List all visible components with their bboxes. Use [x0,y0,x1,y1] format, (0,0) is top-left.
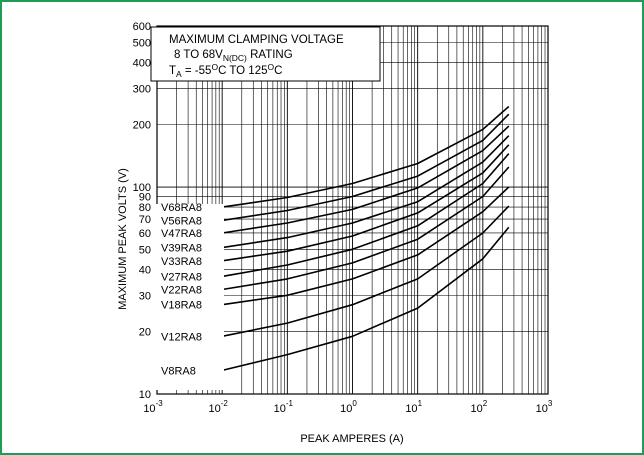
x-tick-label: 10-2 [208,399,228,415]
series-label-v27ra8: V27RA8 [161,271,202,283]
annotation-degree-2: O [268,62,275,72]
series-curve-v68ra8 [222,105,510,208]
x-tick-label: 102 [470,399,487,415]
x-tick-label: 100 [340,399,357,415]
x-tick-label: 103 [536,399,553,415]
series-curve-v56ra8 [222,113,510,222]
y-tick-label: 500 [133,37,151,49]
y-tick-label: 600 [133,21,151,33]
series-curve-v8ra8 [222,226,510,372]
series-curve-v27ra8 [222,153,510,278]
series-curve-v47ra8 [222,125,510,234]
series-curve-v39ra8 [222,135,510,249]
series-label-box [151,204,224,390]
x-tick-label: 10-1 [274,399,294,415]
annotation-line-2-prefix: 8 TO 68V [174,49,223,61]
annotation-line-3: TA = -55OC TO 125OC [169,62,282,79]
x-tick-label: 101 [405,399,422,415]
series-curve-v22ra8 [222,166,510,291]
y-tick-label: 70 [139,214,151,226]
annotation-temp-low: = -55 [182,65,212,77]
y-tick-label: 90 [139,192,151,204]
y-tick-label: 100 [133,182,151,194]
annotation-box [150,26,381,82]
y-tick-label: 60 [139,228,151,240]
series-label-v33ra8: V33RA8 [161,256,202,268]
series-label-v56ra8: V56RA8 [161,215,202,227]
y-tick-label: 40 [139,264,151,276]
series-curve-v12ra8 [222,205,510,338]
curves [222,105,510,372]
annotation-line-1: MAXIMUM CLAMPING VOLTAGE [169,34,344,46]
series-label-v68ra8: V68RA8 [161,202,202,214]
series-label-v22ra8: V22RA8 [161,284,202,296]
y-tick-label: 10 [139,389,151,401]
y-tick-label: 20 [139,327,151,339]
annotation-degree-1: O [211,62,218,72]
y-axis-label: MAXIMUM PEAK VOLTS (V) [117,168,129,310]
series-label-v18ra8: V18RA8 [161,300,202,312]
series-label-v12ra8: V12RA8 [161,331,202,343]
series-curve-v33ra8 [222,144,510,262]
series-curve-v18ra8 [222,186,510,306]
series-label-v47ra8: V47RA8 [161,228,202,240]
y-tick-label: 300 [133,83,151,95]
annotation-T-sub: A [176,69,182,79]
y-tick-label: 30 [139,290,151,302]
series-label-v8ra8: V8RA8 [161,365,196,377]
y-tick-label: 200 [133,120,151,132]
y-tick-label: 50 [139,244,151,256]
annotation-line-2-sub: N(DC) [223,53,247,63]
y-tick-label: 400 [133,57,151,69]
y-tick-label: 80 [139,202,151,214]
annotation-line-2: 8 TO 68VN(DC) RATING [174,49,293,63]
annotation-line-2-suffix: RATING [247,49,293,61]
annotation-temp-high: C TO 125 [218,65,267,77]
annotation-T: T [169,65,176,77]
annotation-unit: C [274,65,282,77]
series-label-v39ra8: V39RA8 [161,243,202,255]
x-tick-labels: 10-3 10-2 10-1 100 101 102 103 [143,399,553,415]
x-tick-label: 10-3 [143,399,163,415]
x-axis-label: PEAK AMPERES (A) [300,433,403,445]
